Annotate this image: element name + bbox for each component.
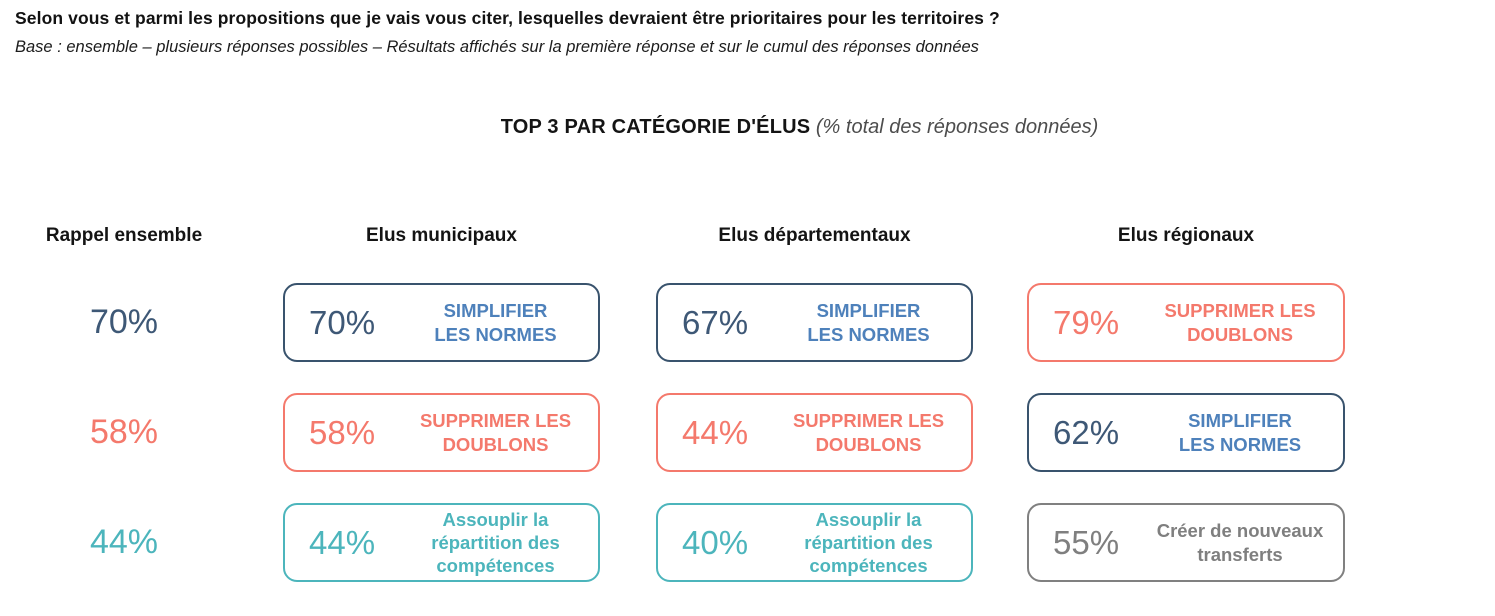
stat-box-regionaux-rank3: 55% Créer de nouveaux transferts [1027, 503, 1345, 582]
stat-value: 55% [1053, 523, 1120, 561]
stat-box-departementaux-rank2: 44% SUPPRIMER LES DOUBLONS [656, 393, 973, 472]
stat-label: Assouplir la répartition des compétences [431, 508, 560, 577]
stat-box-regionaux-rank2: 62% SIMPLIFIER LES NORMES [1027, 393, 1345, 472]
stat-label: SIMPLIFIER LES NORMES [1178, 410, 1302, 455]
section-title-sub: (% total des réponses données) [815, 116, 1099, 138]
column-header-elus-regionaux: Elus régionaux [1117, 225, 1255, 246]
stat-label: SUPPRIMER LES DOUBLONS [419, 410, 572, 455]
column-header-rappel-ensemble: Rappel ensemble [45, 225, 203, 246]
column-header-elus-municipaux: Elus municipaux [366, 225, 517, 246]
stat-label: Créer de nouveaux transferts [1156, 520, 1324, 565]
stat-box-municipaux-rank3: 44% Assouplir la répartition des compéte… [283, 503, 600, 582]
stat-value: 67% [682, 303, 749, 341]
survey-base-note: Base : ensemble – plusieurs réponses pos… [15, 38, 979, 56]
rappel-value-rank1: 70% [89, 303, 159, 341]
stat-value: 70% [309, 303, 376, 341]
stat-value: 62% [1053, 413, 1120, 451]
stat-label: Assouplir la répartition des compétences [804, 508, 933, 577]
stat-value: 40% [682, 523, 749, 561]
rappel-value-rank2: 58% [89, 413, 159, 451]
stat-label: SIMPLIFIER LES NORMES [434, 300, 557, 345]
stat-value: 58% [309, 413, 376, 451]
rappel-value-rank3: 44% [89, 523, 159, 561]
stat-value: 44% [309, 523, 376, 561]
stat-box-regionaux-rank1: 79% SUPPRIMER LES DOUBLONS [1027, 283, 1345, 362]
stat-value: 79% [1053, 303, 1120, 341]
stat-label: SUPPRIMER LES DOUBLONS [1164, 300, 1316, 345]
stat-box-departementaux-rank1: 67% SIMPLIFIER LES NORMES [656, 283, 973, 362]
section-title-main: TOP 3 PAR CATÉGORIE D'ÉLUS [500, 116, 811, 138]
stat-value: 44% [682, 413, 749, 451]
stat-box-municipaux-rank2: 58% SUPPRIMER LES DOUBLONS [283, 393, 600, 472]
survey-question: Selon vous et parmi les propositions que… [15, 8, 1000, 28]
stat-label: SUPPRIMER LES DOUBLONS [792, 410, 945, 455]
section-title: TOP 3 PAR CATÉGORIE D'ÉLUS (% total des … [0, 116, 1495, 139]
stat-box-municipaux-rank1: 70% SIMPLIFIER LES NORMES [283, 283, 600, 362]
column-header-elus-departementaux: Elus départementaux [718, 225, 911, 246]
stat-box-departementaux-rank3: 40% Assouplir la répartition des compéte… [656, 503, 973, 582]
stat-label: SIMPLIFIER LES NORMES [807, 300, 930, 345]
